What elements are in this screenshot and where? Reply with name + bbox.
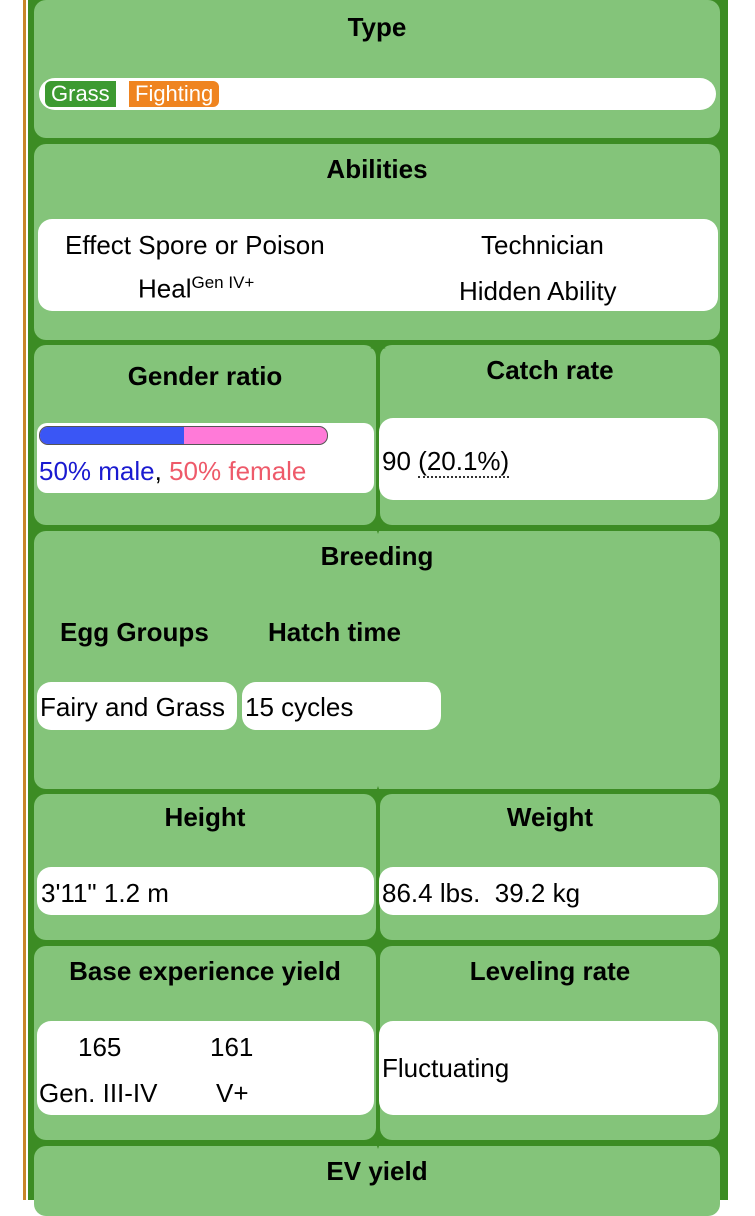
gender-text: 50% male, 50% female [39, 456, 306, 487]
base-exp-gen-2: V+ [216, 1078, 249, 1108]
base-exp-header: Base experience yield [69, 956, 341, 986]
gender-header: Gender ratio [127, 361, 283, 391]
weight-imperial: 86.4 lbs. [382, 878, 481, 908]
height-header: Height [164, 802, 246, 832]
gender-separator: , [154, 456, 162, 486]
star-decoration-icon [370, 786, 386, 802]
gender-section: Gender ratio 50% male, 50% female [34, 345, 376, 525]
ev-yield-section: EV yield [34, 1146, 720, 1216]
weight-metric: 39.2 kg [494, 878, 581, 908]
base-exp-value-1: 165 [78, 1032, 122, 1062]
base-exp-gen-1: Gen. III-IV [39, 1078, 158, 1108]
breeding-header: Breeding [320, 541, 434, 571]
abilities-section: Abilities Effect Spore or Poison HealGen… [34, 144, 720, 340]
catch-rate-header: Catch rate [486, 355, 614, 385]
base-exp-value-2: 161 [210, 1032, 254, 1062]
hatch-time-label[interactable]: Hatch time [268, 617, 401, 647]
hatch-time-value: 15 cycles [245, 692, 354, 722]
star-decoration-icon [370, 935, 386, 951]
breeding-section: Breeding Egg Groups Hatch time Fairy and… [34, 531, 720, 789]
leveling-value[interactable]: Fluctuating [382, 1053, 510, 1083]
egg-groups-label[interactable]: Egg Groups [60, 617, 209, 647]
ability-heal-gen-note: Gen IV+ [191, 273, 255, 292]
hatch-time-box: 15 cycles [242, 682, 441, 730]
base-exp-section: Base experience yield 165 Gen. III-IV 16… [34, 946, 376, 1140]
ability-heal-link[interactable]: Heal [138, 273, 192, 304]
gender-male-text: 50% male [39, 456, 155, 486]
egg-groups-box: Fairy and Grass [37, 682, 237, 730]
hidden-ability-label: Hidden Ability [459, 276, 617, 306]
hidden-ability-technician[interactable]: Technician [481, 230, 604, 260]
height-section: Height 3'11" 1.2 m [34, 794, 376, 940]
height-box: 3'11" 1.2 m [37, 867, 374, 915]
gender-female-text: 50% female [169, 456, 307, 486]
ability-heal: HealGen IV+ [138, 273, 254, 305]
weight-value: 86.4 lbs. 39.2 kg [382, 878, 580, 909]
catch-rate-value: 90 (20.1%) [382, 446, 510, 478]
height-imperial: 3'11" [41, 878, 97, 908]
weight-section: Weight 86.4 lbs. 39.2 kg [379, 794, 720, 940]
weight-box: 86.4 lbs. 39.2 kg [379, 867, 718, 915]
abilities-header: Abilities [326, 154, 428, 184]
base-exp-box: 165 Gen. III-IV 161 V+ [37, 1021, 374, 1115]
star-decoration-icon [370, 1133, 386, 1149]
weight-header: Weight [506, 802, 594, 832]
ability-effect-spore-poison[interactable]: Effect Spore or Poison [65, 230, 325, 260]
type-section: Type Grass Fighting [34, 0, 720, 138]
leveling-box: Fluctuating [379, 1021, 718, 1115]
gender-box: 50% male, 50% female [37, 423, 374, 493]
type-badge-grass[interactable]: Grass [45, 81, 116, 107]
height-value: 3'11" 1.2 m [41, 878, 169, 909]
ev-yield-header: EV yield [326, 1156, 428, 1186]
catch-rate-section: Catch rate 90 (20.1%) [379, 345, 720, 525]
gender-ratio-bar [39, 426, 328, 445]
leveling-header: Leveling rate [469, 956, 631, 986]
catch-rate-percent[interactable]: (20.1%) [418, 446, 510, 478]
abilities-box: Effect Spore or Poison HealGen IV+ Techn… [38, 219, 718, 311]
infobox-frame: Type Grass Fighting Abilities Effect Spo… [23, 0, 728, 1216]
leveling-section: Leveling rate Fluctuating [379, 946, 720, 1140]
catch-rate-number: 90 [382, 446, 411, 476]
type-box: Grass Fighting [39, 78, 716, 110]
type-badge-fighting[interactable]: Fighting [129, 81, 220, 107]
catch-rate-box: 90 (20.1%) [379, 418, 718, 500]
height-metric: 1.2 m [103, 878, 169, 908]
star-decoration-icon [370, 518, 386, 534]
egg-groups-value[interactable]: Fairy and Grass [40, 692, 225, 722]
gender-male-fill [40, 427, 184, 444]
star-decoration-icon [370, 340, 386, 356]
type-header: Type [347, 12, 407, 42]
